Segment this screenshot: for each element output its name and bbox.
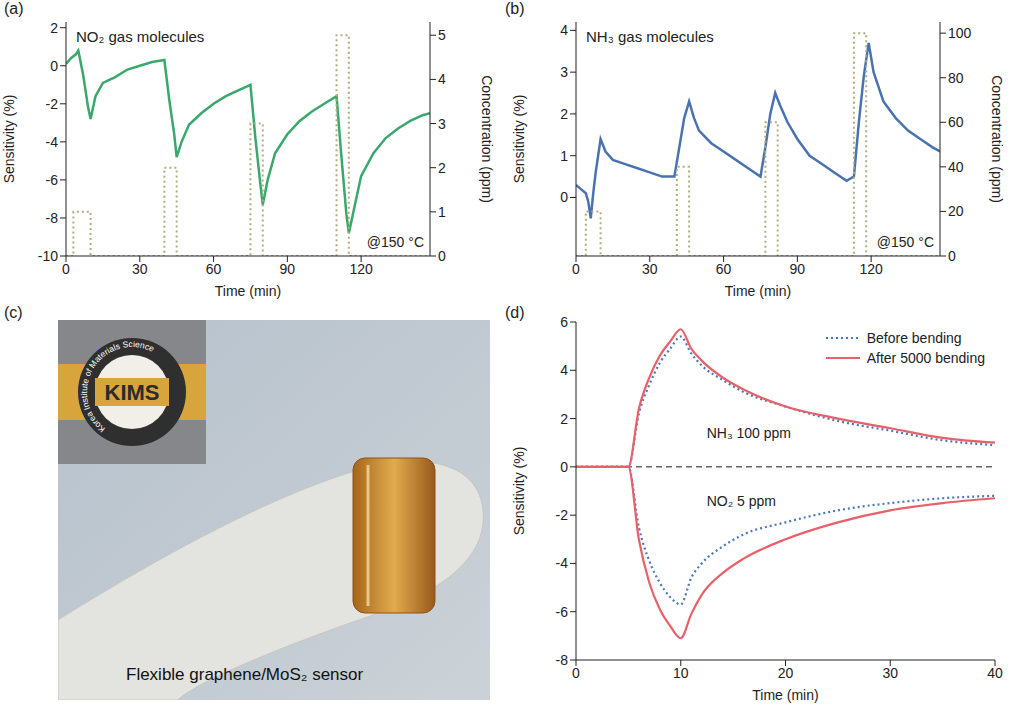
svg-text:3: 3 bbox=[438, 116, 446, 132]
svg-text:-2: -2 bbox=[46, 96, 59, 112]
svg-text:10: 10 bbox=[673, 665, 689, 681]
svg-text:Sensitivity (%): Sensitivity (%) bbox=[511, 447, 527, 536]
html-text:(d): (d) bbox=[505, 304, 525, 321]
svg-text:6: 6 bbox=[560, 314, 568, 330]
svg-text:1: 1 bbox=[560, 148, 568, 164]
html-text:NH₃ gas molecules: NH₃ gas molecules bbox=[586, 28, 714, 45]
svg-text:-8: -8 bbox=[556, 652, 569, 668]
svg-text:Korea Institute of Materials S: Korea Institute of Materials Science bbox=[79, 339, 156, 435]
svg-text:2: 2 bbox=[438, 160, 446, 176]
svg-text:60: 60 bbox=[948, 114, 964, 130]
svg-text:-6: -6 bbox=[46, 172, 59, 188]
svg-text:2: 2 bbox=[50, 20, 58, 36]
html-text:(b): (b) bbox=[505, 0, 525, 17]
svg-text:Flexible graphene/MoS₂ sensor: Flexible graphene/MoS₂ sensor bbox=[126, 665, 364, 684]
svg-text:2: 2 bbox=[560, 411, 568, 427]
svg-text:KIMS: KIMS bbox=[105, 380, 160, 405]
svg-text:20: 20 bbox=[948, 203, 964, 219]
svg-text:0: 0 bbox=[560, 189, 568, 205]
svg-text:1: 1 bbox=[438, 204, 446, 220]
svg-text:120: 120 bbox=[349, 261, 373, 277]
svg-text:30: 30 bbox=[132, 261, 148, 277]
svg-text:30: 30 bbox=[642, 261, 658, 277]
svg-text:0: 0 bbox=[572, 665, 580, 681]
html-text:(a): (a) bbox=[4, 0, 24, 17]
svg-text:60: 60 bbox=[716, 261, 732, 277]
svg-text:Sensitivity (%): Sensitivity (%) bbox=[511, 95, 527, 184]
svg-text:4: 4 bbox=[438, 71, 446, 87]
svg-text:-10: -10 bbox=[38, 248, 58, 264]
html-text:@150 °C: @150 °C bbox=[876, 234, 934, 250]
svg-text:0: 0 bbox=[948, 248, 956, 264]
svg-text:0: 0 bbox=[62, 261, 70, 277]
svg-text:-4: -4 bbox=[46, 134, 59, 150]
svg-text:2: 2 bbox=[560, 106, 568, 122]
svg-text:Sensitivity (%): Sensitivity (%) bbox=[1, 95, 17, 184]
svg-text:0: 0 bbox=[50, 58, 58, 74]
svg-text:0: 0 bbox=[438, 248, 446, 264]
svg-text:120: 120 bbox=[859, 261, 883, 277]
svg-text:90: 90 bbox=[280, 261, 296, 277]
svg-text:-8: -8 bbox=[46, 210, 59, 226]
html-text:@150 °C: @150 °C bbox=[366, 234, 424, 250]
html-text:After 5000 bending: After 5000 bending bbox=[866, 350, 985, 366]
svg-text:90: 90 bbox=[790, 261, 806, 277]
svg-text:80: 80 bbox=[948, 70, 964, 86]
svg-text:0: 0 bbox=[560, 459, 568, 475]
svg-text:5: 5 bbox=[438, 27, 446, 43]
svg-text:0: 0 bbox=[572, 261, 580, 277]
svg-text:Time (min): Time (min) bbox=[725, 283, 791, 299]
svg-text:4: 4 bbox=[560, 22, 568, 38]
svg-text:3: 3 bbox=[560, 64, 568, 80]
svg-text:Concentration (ppm): Concentration (ppm) bbox=[479, 75, 495, 203]
svg-text:-2: -2 bbox=[556, 507, 569, 523]
svg-text:Time (min): Time (min) bbox=[752, 687, 818, 703]
html-text:Before bending: Before bending bbox=[866, 330, 962, 346]
svg-text:-6: -6 bbox=[556, 604, 569, 620]
svg-text:4: 4 bbox=[560, 362, 568, 378]
svg-text:30: 30 bbox=[882, 665, 898, 681]
svg-text:Time (min): Time (min) bbox=[215, 283, 281, 299]
html-text:(c): (c) bbox=[4, 304, 23, 321]
svg-text:100: 100 bbox=[948, 25, 972, 41]
svg-text:NO₂ 5 ppm: NO₂ 5 ppm bbox=[707, 493, 776, 509]
svg-text:60: 60 bbox=[206, 261, 222, 277]
html-text:NO₂ gas molecules: NO₂ gas molecules bbox=[76, 28, 205, 45]
svg-text:NH₃ 100 ppm: NH₃ 100 ppm bbox=[707, 425, 791, 441]
svg-text:Concentration (ppm): Concentration (ppm) bbox=[989, 75, 1005, 203]
svg-text:40: 40 bbox=[948, 159, 964, 175]
svg-text:20: 20 bbox=[778, 665, 794, 681]
svg-text:-4: -4 bbox=[556, 555, 569, 571]
svg-text:40: 40 bbox=[987, 665, 1003, 681]
